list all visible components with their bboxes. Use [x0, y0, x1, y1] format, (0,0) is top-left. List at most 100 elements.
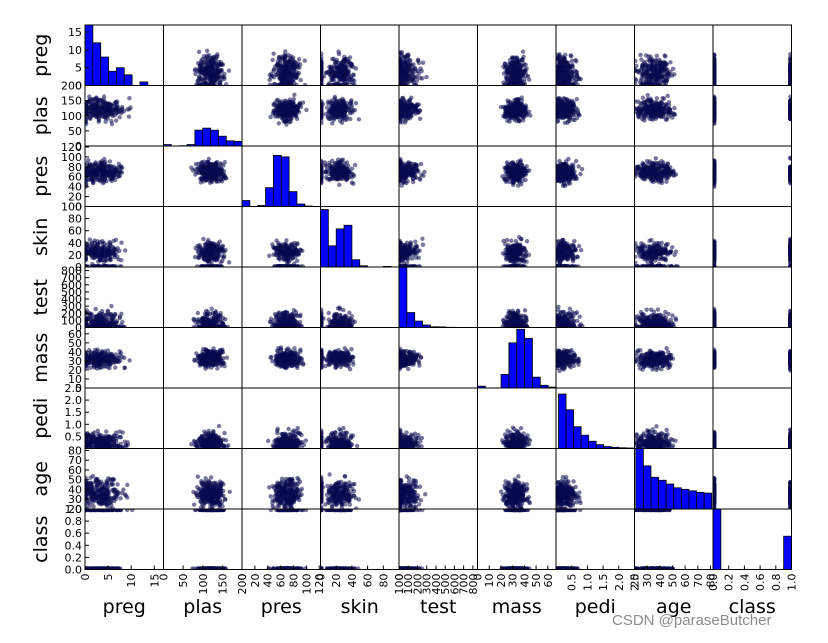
- scatter-point: [88, 117, 92, 121]
- scatter-point: [333, 95, 337, 99]
- scatter-point: [278, 55, 282, 59]
- scatter-point: [211, 73, 215, 77]
- scatter-point: [512, 60, 516, 64]
- scatter-point: [412, 108, 416, 112]
- hist-bar: [266, 188, 274, 207]
- scatter-point: [111, 108, 115, 112]
- hist-bar: [234, 141, 242, 146]
- scatter-point: [211, 77, 215, 81]
- scatter-point: [342, 112, 346, 116]
- y-tick-label: 50: [68, 125, 82, 138]
- scatter-point: [563, 72, 567, 76]
- cell-pres-pres: [242, 146, 321, 207]
- scatter-point: [413, 69, 417, 73]
- scatter-point: [275, 66, 279, 70]
- cell-plas-test: [398, 86, 478, 147]
- scatter-point: [118, 115, 122, 119]
- scatter-point: [115, 107, 119, 111]
- scatter-point: [349, 64, 353, 68]
- y-tick-label: 120: [61, 141, 82, 154]
- cell-plas-mass: [478, 86, 557, 147]
- scatter-point: [204, 59, 208, 63]
- scatter-point: [409, 77, 413, 81]
- scatter-point: [286, 83, 290, 87]
- scatter-point: [204, 167, 208, 171]
- scatter-point: [346, 107, 350, 111]
- scatter-point: [520, 95, 524, 99]
- scatter-point: [105, 110, 109, 114]
- scatter-point: [207, 157, 211, 161]
- cell-preg-class: [712, 25, 793, 87]
- cell-preg-plas: [164, 25, 243, 87]
- scatter-point: [637, 106, 641, 110]
- scatter-point: [212, 176, 216, 180]
- scatter-point: [334, 60, 338, 64]
- scatter-point: [280, 112, 284, 116]
- scatter-point: [326, 102, 330, 106]
- scatter-point: [105, 102, 109, 106]
- scatter-point: [189, 165, 193, 169]
- scatter-point: [672, 106, 676, 110]
- scatter-point: [639, 78, 643, 82]
- scatter-point: [418, 76, 422, 80]
- scatter-point: [200, 77, 204, 81]
- scatter-point: [557, 68, 561, 72]
- scatter-point: [563, 105, 567, 109]
- scatter-point: [574, 70, 578, 74]
- scatter-point: [667, 100, 671, 104]
- scatter-point: [211, 68, 215, 72]
- scatter-point: [403, 103, 407, 107]
- hist-bar: [101, 57, 109, 85]
- y-tick-label: 5: [75, 62, 82, 75]
- scatter-point: [655, 54, 659, 58]
- scatter-point: [511, 64, 515, 68]
- scatter-point: [351, 73, 355, 77]
- scatter-point: [640, 83, 644, 87]
- scatter-point: [120, 107, 124, 111]
- scatter-point: [350, 180, 354, 184]
- scatter-point: [291, 74, 295, 78]
- scatter-point: [278, 106, 282, 110]
- scatter-point: [279, 79, 283, 83]
- scatter-point: [340, 99, 344, 103]
- scatter-point: [100, 114, 104, 118]
- scatter-point: [348, 55, 352, 59]
- scatter-point: [283, 60, 287, 64]
- hist-bar: [195, 130, 203, 146]
- cell-plas-plas: [164, 86, 243, 147]
- scatter-point: [570, 63, 574, 67]
- cell-preg-pedi: [555, 25, 635, 87]
- scatter-point: [399, 103, 403, 107]
- scatter-point: [352, 83, 356, 87]
- scatter-point: [292, 93, 296, 97]
- scatter-point: [574, 80, 578, 84]
- scatter-point: [633, 67, 637, 71]
- scatter-point: [563, 113, 567, 117]
- scatter-point: [98, 107, 102, 111]
- scatter-point: [666, 94, 670, 98]
- scatter-point: [338, 119, 342, 123]
- scatter-point: [421, 60, 425, 64]
- scatter-point: [509, 112, 513, 116]
- scatter-point: [568, 69, 572, 73]
- scatter-point: [333, 111, 337, 115]
- scatter-point: [97, 118, 101, 122]
- scatter-point: [213, 57, 217, 61]
- scatter-point: [413, 75, 417, 79]
- scatter-point: [215, 83, 219, 87]
- scatter-point: [653, 108, 657, 112]
- scatter-point: [654, 59, 658, 63]
- scatter-point: [319, 57, 323, 61]
- scatter-point: [563, 67, 567, 71]
- scatter-point: [502, 71, 506, 75]
- cell-preg-test: [398, 25, 478, 87]
- scatter-point: [87, 99, 91, 103]
- y-tick-label: 100: [61, 110, 82, 123]
- scatter-point: [336, 83, 340, 87]
- scatter-point: [400, 111, 404, 115]
- scatter-point: [335, 67, 339, 71]
- scatter-point: [283, 54, 287, 58]
- scatter-point: [95, 113, 99, 117]
- hist-bar: [289, 192, 297, 207]
- scatter-point: [563, 60, 567, 64]
